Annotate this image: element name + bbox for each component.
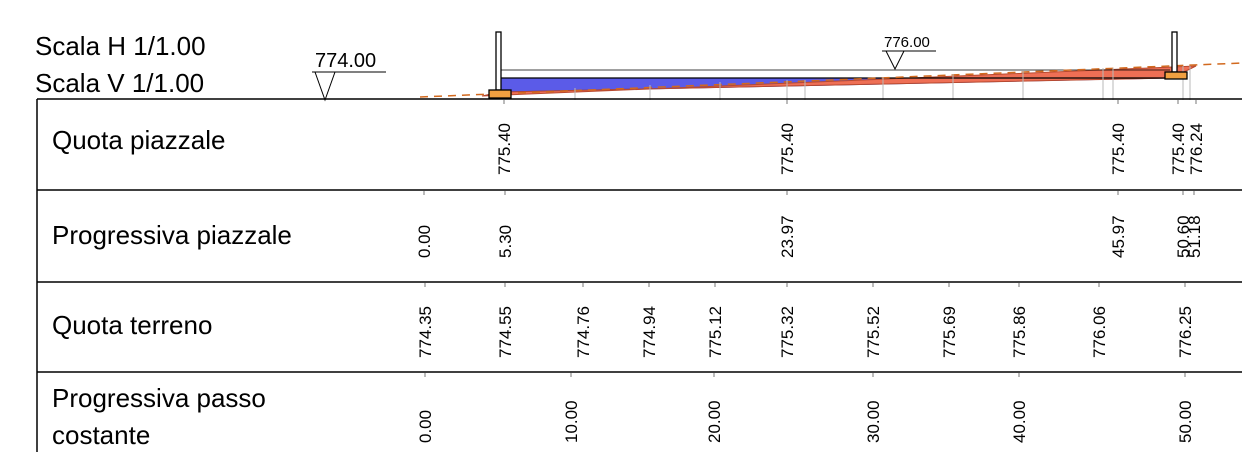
progressiva-piazzale-value: 51.18 [1185, 215, 1204, 258]
quota-terreno-value: 774.94 [640, 306, 659, 358]
row-label-passo-line2: costante [52, 420, 150, 450]
profile-graphic [419, 31, 1242, 100]
row-label-quota-terreno: Quota terreno [52, 310, 212, 340]
passo-value: 40.00 [1010, 400, 1029, 443]
elevation-mid-triangle-icon [885, 50, 905, 71]
elevation-left-label: 774.00 [315, 50, 376, 72]
passo-value: 10.00 [562, 400, 581, 443]
progressiva-piazzale-value: 0.00 [415, 225, 434, 258]
scale-h-label: Scala H 1/1.00 [35, 31, 206, 61]
progressiva-piazzale-value: 23.97 [778, 215, 797, 258]
quota-terreno-value: 775.32 [778, 306, 797, 358]
progressiva-piazzale-value: 50.60 [1174, 215, 1193, 258]
quota-terreno-value: 775.69 [940, 306, 959, 358]
quota-piazzale-value: 775.40 [778, 123, 797, 175]
quota-terreno-value: 774.76 [574, 306, 593, 358]
quota-terreno-value: 775.52 [864, 306, 883, 358]
table-values: 775.40 775.40 775.40 775.40 776.240.00 5.30 23… [415, 100, 1206, 443]
station-lines [574, 66, 1191, 100]
quota-terreno-value: 776.25 [1176, 306, 1195, 358]
quota-terreno-value: 774.55 [496, 306, 515, 358]
row-label-quota-piazzale: Quota piazzale [52, 125, 225, 155]
passo-value: 50.00 [1176, 400, 1195, 443]
quota-terreno-value: 775.12 [706, 306, 725, 358]
row-label-progressiva-piazzale: Progressiva piazzale [52, 220, 292, 250]
quota-terreno-value: 776.06 [1090, 306, 1109, 358]
quota-terreno-value: 775.86 [1010, 306, 1029, 358]
passo-value: 30.00 [864, 400, 883, 443]
progressiva-piazzale-value: 5.30 [496, 225, 515, 258]
quota-terreno-value: 774.35 [416, 306, 435, 358]
progressiva-piazzale-value: 45.97 [1109, 215, 1128, 258]
ground-line [419, 62, 1242, 98]
right-wall-footing [1164, 71, 1188, 80]
quota-piazzale-value: 775.40 [1169, 123, 1188, 175]
elevation-mid-label: 776.00 [884, 34, 930, 51]
table-frame [36, 98, 1242, 452]
elevation-left-triangle-icon [314, 71, 336, 102]
quota-piazzale-value: 776.24 [1187, 123, 1206, 175]
right-wall [1171, 31, 1178, 73]
scale-v-label: Scala V 1/1.00 [35, 68, 204, 98]
left-wall [495, 31, 502, 91]
row-label-passo-line1: Progressiva passo [52, 383, 266, 413]
quota-piazzale-value: 775.40 [1109, 123, 1128, 175]
passo-value: 20.00 [705, 400, 724, 443]
quota-piazzale-value: 775.40 [495, 123, 514, 175]
passo-value: 0.00 [416, 410, 435, 443]
left-wall-footing [488, 89, 512, 99]
